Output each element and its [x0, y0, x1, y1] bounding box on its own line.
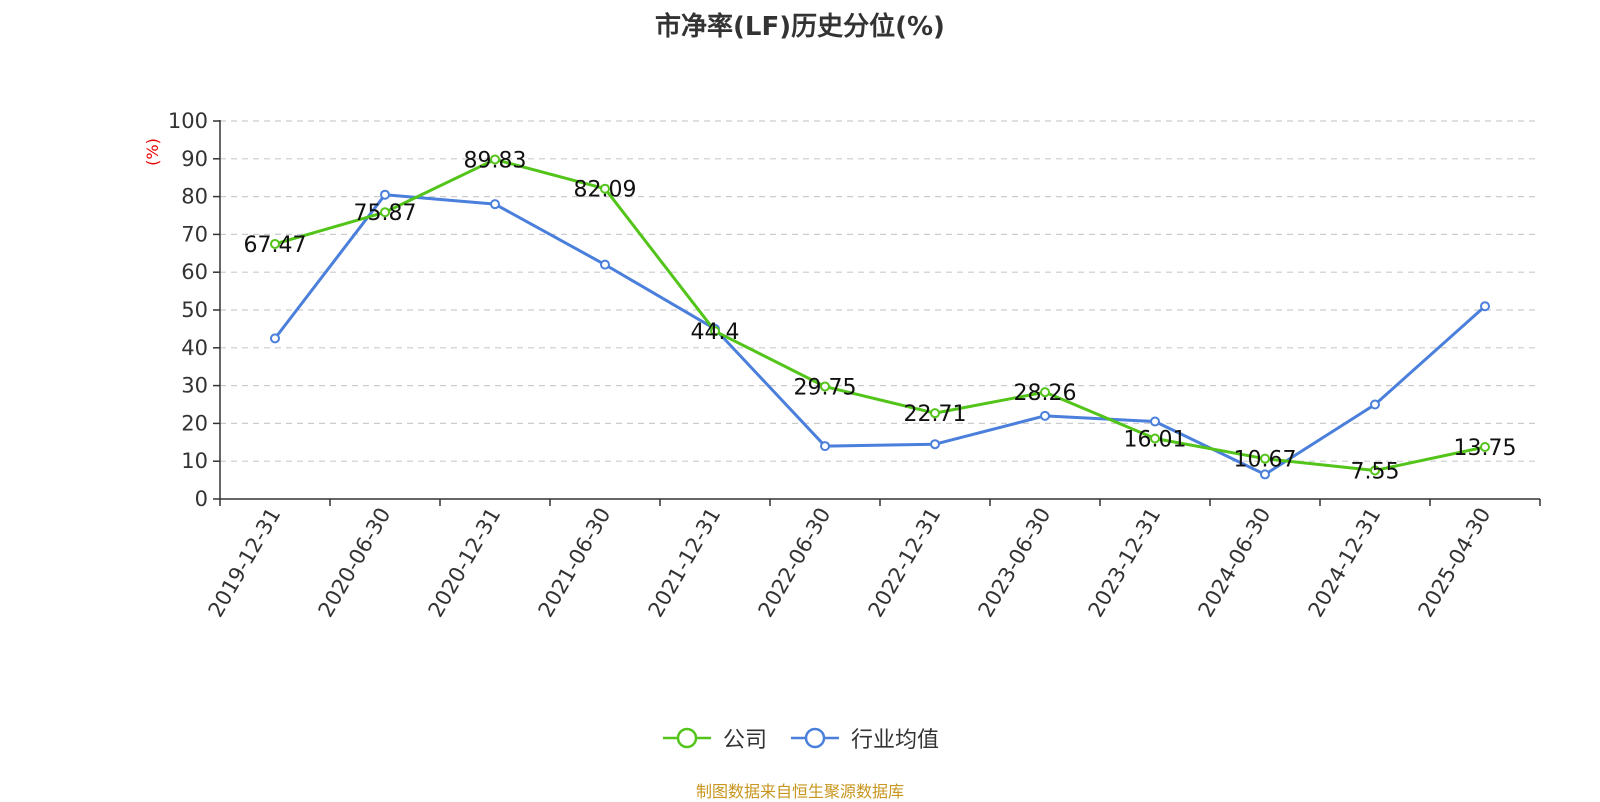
data-label: 7.55 — [1351, 459, 1400, 484]
data-label: 10.67 — [1234, 448, 1297, 473]
source-note: 制图数据来自恒生聚源数据库 — [695, 782, 904, 801]
data-point-industry — [820, 441, 830, 452]
data-point-company — [380, 207, 390, 218]
data-labels: 67.47 75.87 89.83 82.09 44.4 29.75 22.71 28.26 1… — [244, 148, 1517, 484]
data-point-company — [1150, 433, 1160, 444]
axes: 0 10 20 30 40 50 60 70 80 90 100 2019-12-31 2020-06-… — [168, 109, 1541, 622]
data-label: 13.75 — [1454, 436, 1517, 461]
data-point-industry — [1370, 399, 1380, 410]
legend-company-label: 公司 — [722, 728, 767, 753]
y-tick-label: 30 — [181, 374, 208, 398]
data-point-company — [1480, 442, 1490, 453]
series — [270, 154, 1490, 480]
legend-item-company[interactable]: 公司 — [661, 722, 767, 754]
y-tick-label: 90 — [181, 147, 208, 171]
gridlines — [220, 120, 1540, 462]
legend-industry-label: 行业均值 — [851, 728, 940, 753]
x-tick-label: 2023-12-31 — [1084, 504, 1166, 622]
legend-company-line-icon — [662, 727, 711, 749]
y-tick-label: 70 — [181, 222, 208, 246]
legend: 公司 行业均值 — [0, 722, 1600, 754]
x-tick-label: 2024-12-31 — [1304, 504, 1386, 622]
data-label: 67.47 — [244, 233, 307, 258]
x-tick-label: 2020-12-31 — [424, 504, 506, 622]
data-label: 29.75 — [794, 376, 857, 401]
data-label: 89.83 — [464, 148, 527, 173]
x-tick-label: 2021-06-30 — [534, 504, 616, 622]
data-point-company — [490, 154, 500, 165]
y-tick-label: 20 — [181, 411, 208, 435]
legend-industry-line-icon — [791, 727, 839, 749]
series-line-company — [274, 157, 1486, 472]
x-tick-label: 2021-12-31 — [644, 504, 726, 622]
data-point-company — [930, 408, 940, 419]
y-tick-label: 10 — [181, 449, 208, 473]
x-tick-label: 2022-06-30 — [754, 504, 836, 622]
data-label: 22.71 — [904, 402, 967, 427]
x-tick-label: 2022-12-31 — [864, 504, 946, 622]
data-point-industry — [490, 199, 500, 210]
y-axis-label: (%) — [143, 138, 162, 166]
x-tick-label: 2025-04-30 — [1414, 504, 1496, 622]
data-point-industry — [1480, 301, 1490, 312]
data-point-company — [270, 238, 280, 249]
x-tick-label: 2019-12-31 — [204, 504, 286, 622]
x-tick-label: 2020-06-30 — [314, 504, 396, 622]
chart-title: 市净率(LF)历史分位(%) — [655, 12, 945, 42]
data-point-industry — [930, 439, 940, 450]
data-point-company — [1260, 453, 1270, 464]
data-point-industry — [600, 259, 610, 270]
y-tick-label: 80 — [181, 185, 208, 209]
data-point-industry — [1040, 410, 1050, 421]
data-point-industry — [1260, 469, 1270, 480]
y-tick-label: 40 — [181, 336, 208, 360]
x-tick-label: 2023-06-30 — [974, 504, 1056, 622]
data-label: 28.26 — [1014, 381, 1077, 406]
data-label: 75.87 — [354, 201, 417, 226]
data-label: 16.01 — [1124, 427, 1187, 452]
data-point-company — [710, 326, 720, 337]
data-point-company — [1370, 465, 1380, 476]
y-tick-label: 50 — [181, 298, 208, 322]
data-label: 44.4 — [691, 320, 740, 345]
y-tick-label: 60 — [181, 260, 208, 284]
series-line-industry — [273, 193, 1486, 476]
data-point-company — [820, 381, 830, 392]
data-label: 82.09 — [574, 178, 637, 203]
data-point-industry — [270, 333, 280, 344]
data-point-company — [600, 183, 610, 194]
data-point-industry — [1150, 416, 1160, 427]
line-chart: 0 10 20 30 40 50 60 70 80 90 100 2019-12-31 2020-06-… — [143, 109, 1541, 622]
data-point-company — [1040, 387, 1050, 398]
y-tick-label: 0 — [195, 487, 208, 511]
x-tick-label: 2024-06-30 — [1194, 504, 1276, 622]
data-point-industry — [380, 189, 390, 200]
legend-item-industry[interactable]: 行业均值 — [789, 722, 939, 754]
y-tick-label: 100 — [168, 109, 208, 133]
